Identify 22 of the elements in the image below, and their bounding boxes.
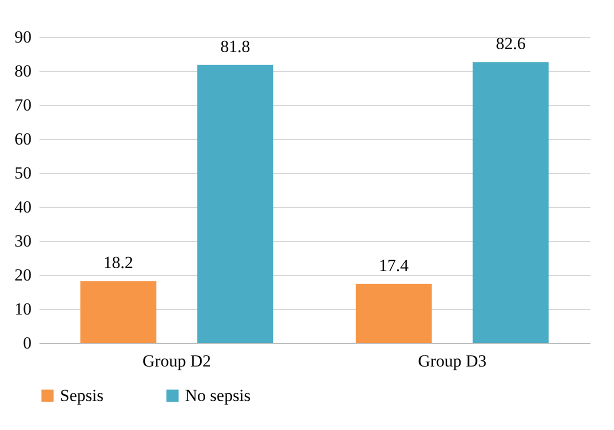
data-label: 82.6: [496, 34, 526, 54]
y-tick-label: 10: [14, 300, 32, 318]
bar: [197, 64, 274, 343]
x-tick-label: Group D2: [142, 352, 211, 370]
bar: [472, 62, 549, 343]
y-tick-label: 30: [14, 232, 32, 250]
y-tick-label: 20: [14, 266, 32, 284]
y-tick-label: 90: [14, 28, 32, 46]
y-tick-label: 0: [23, 334, 32, 352]
legend-label: Sepsis: [60, 386, 104, 405]
y-tick-label: 40: [14, 198, 32, 216]
legend-label: No sepsis: [185, 386, 251, 405]
bar: [80, 281, 156, 343]
bar: [356, 284, 432, 343]
y-tick-label: 60: [14, 130, 32, 148]
data-label: 81.8: [220, 36, 250, 56]
data-label: 18.2: [103, 253, 134, 272]
x-tick-label: Group D3: [418, 352, 486, 370]
data-label: 17.4: [378, 256, 410, 275]
y-tick-label: 50: [14, 164, 32, 182]
y-tick-label: 80: [14, 62, 32, 80]
y-tick-label: 70: [14, 96, 32, 114]
